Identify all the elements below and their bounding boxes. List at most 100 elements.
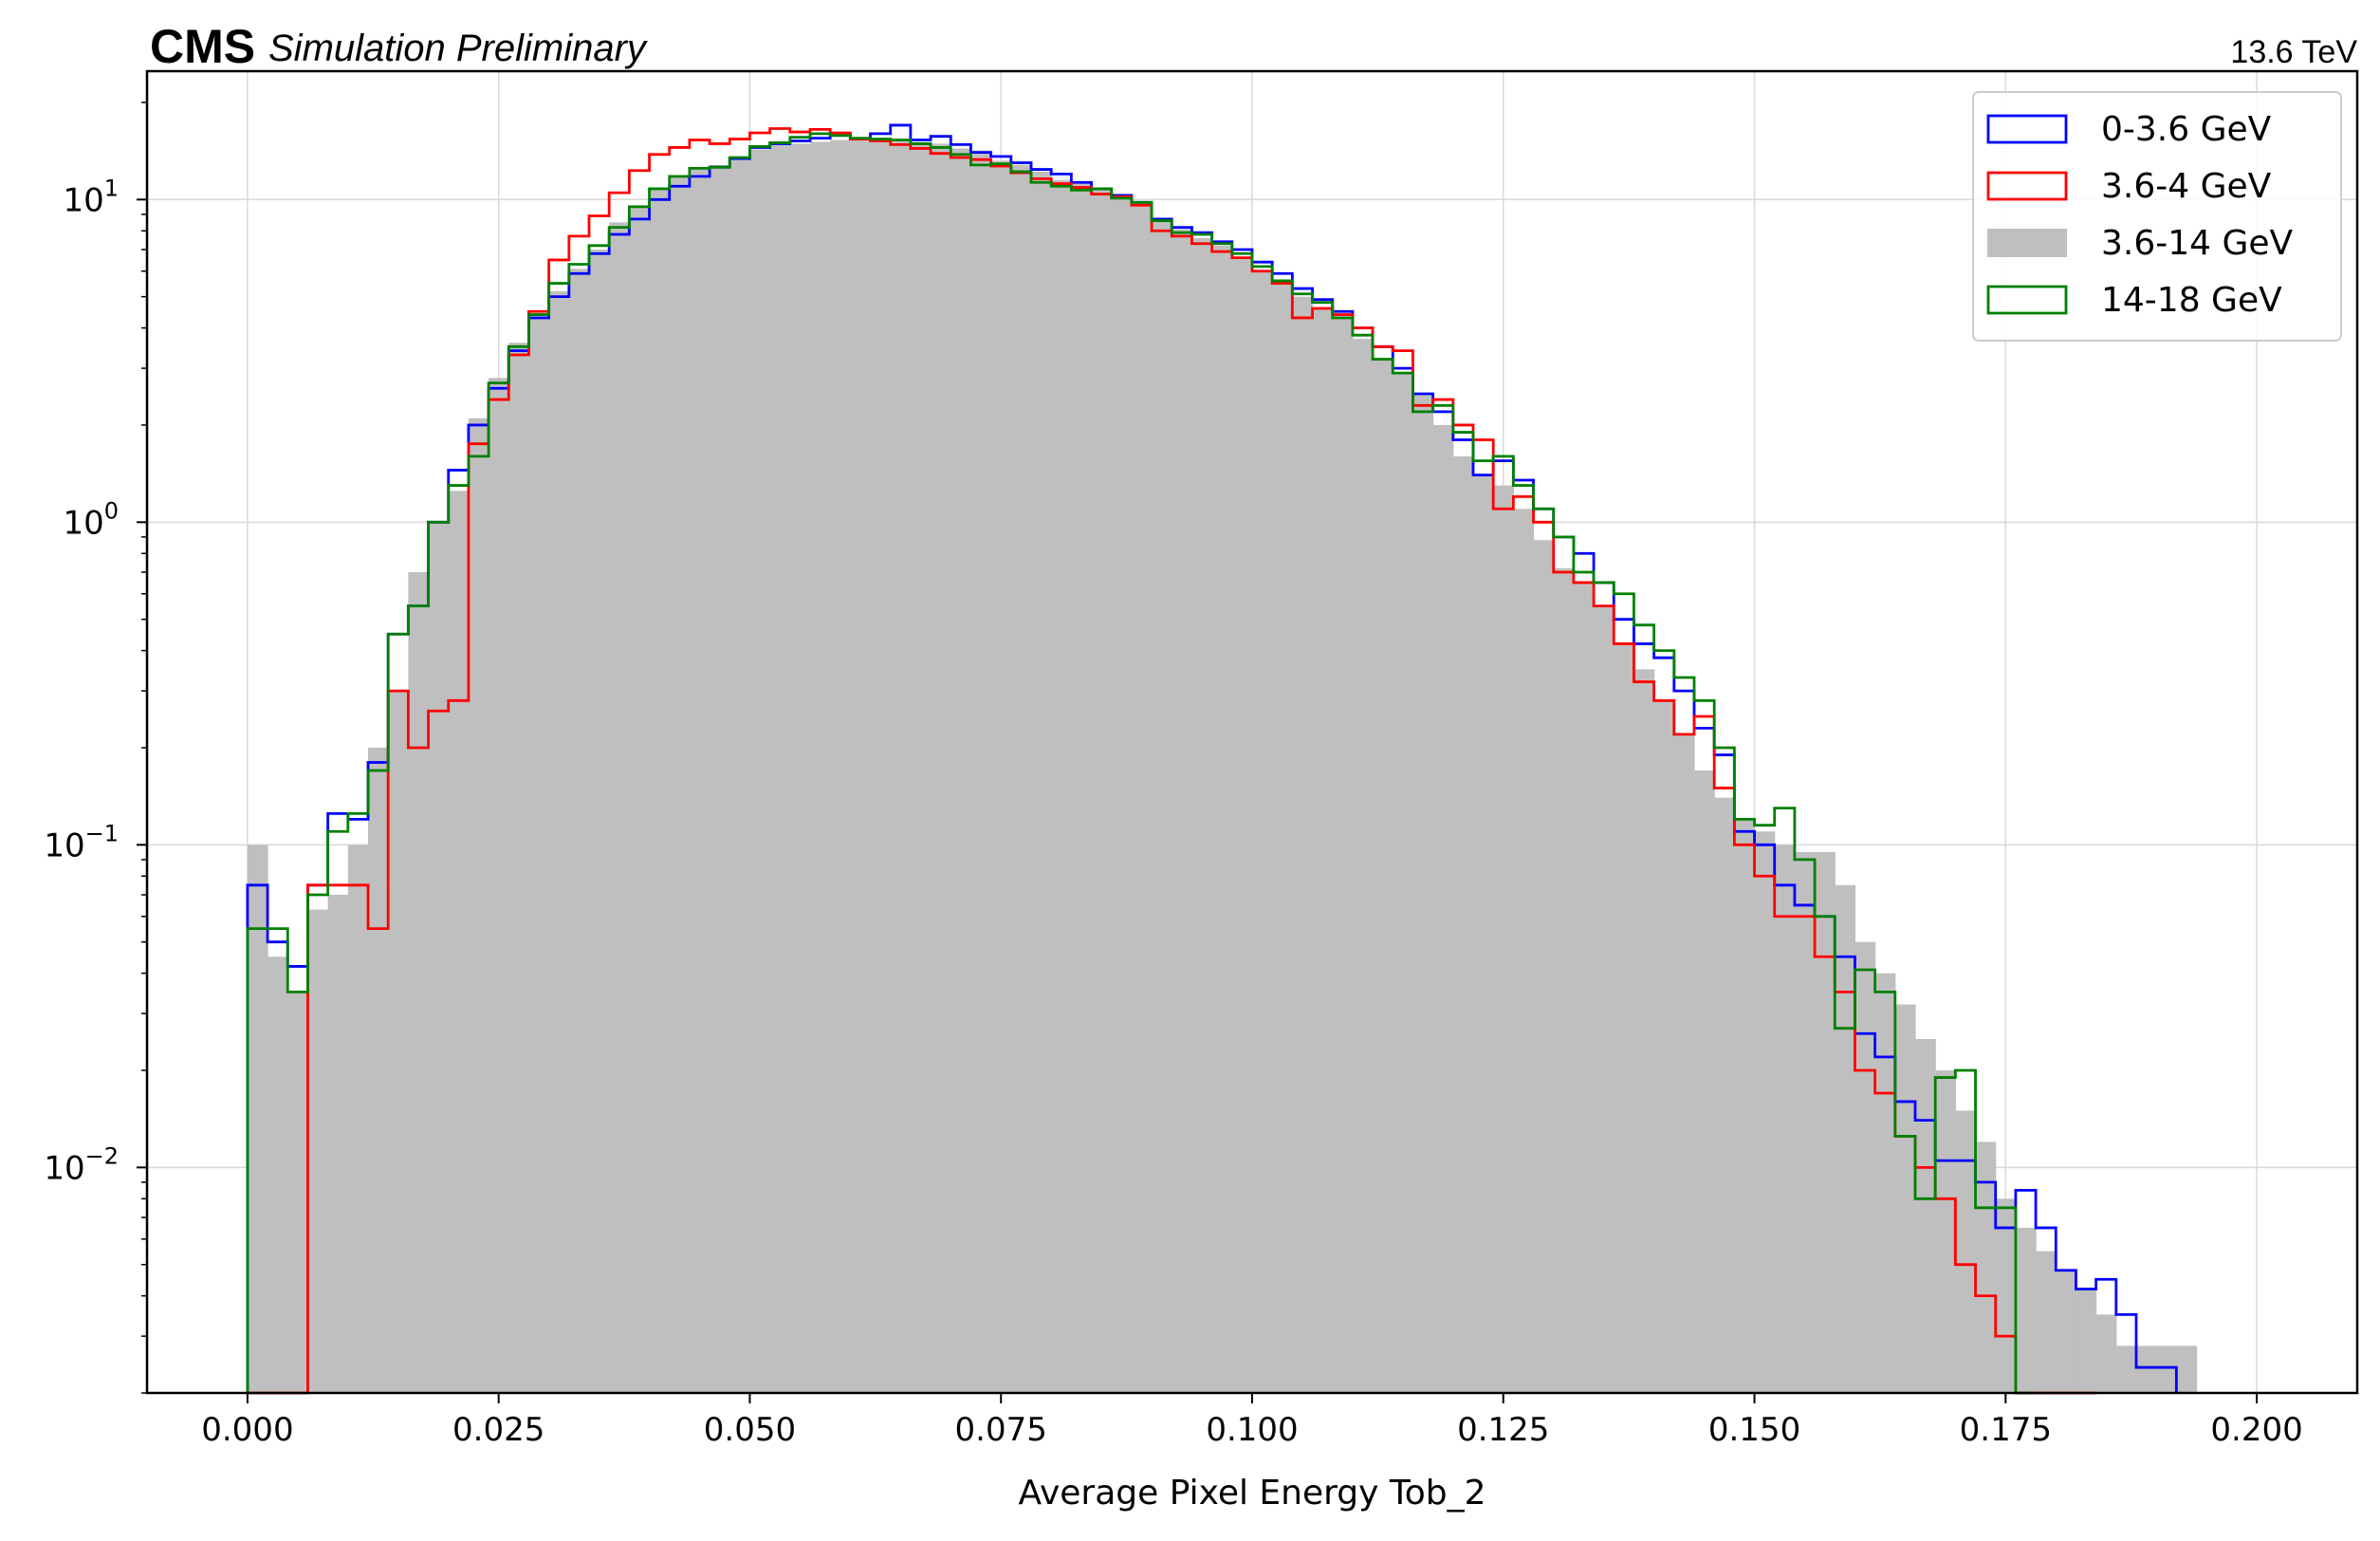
histogram-bar <box>247 845 268 1393</box>
histogram-bar <box>1373 359 1393 1394</box>
legend-label: 3.6-4 GeV <box>2101 167 2272 206</box>
histogram-bar <box>689 168 710 1394</box>
histogram-bar <box>388 691 409 1393</box>
legend: 0-3.6 GeV 3.6-4 GeV 3.6-14 GeV 14-18 GeV <box>1972 91 2342 342</box>
histogram-bar <box>2136 1346 2157 1393</box>
histogram-bar <box>1633 669 1655 1393</box>
histogram-bar <box>1272 280 1293 1393</box>
histogram-bar <box>548 290 570 1393</box>
histogram-bar <box>1010 164 1032 1393</box>
y-tick-label: 10−2 <box>44 1142 119 1187</box>
histogram-bar <box>1894 1004 1916 1393</box>
histogram-bar <box>1774 845 1796 1393</box>
x-tick-label: 0.100 <box>1206 1411 1298 1449</box>
histogram-bar <box>649 190 671 1393</box>
x-tick-label: 0.175 <box>1960 1411 2052 1449</box>
x-tick-label: 0.000 <box>201 1411 293 1449</box>
step-histogram-layer <box>246 123 2178 1395</box>
histogram-bar <box>2056 1270 2077 1393</box>
filled-histogram-layer <box>247 139 2198 1394</box>
histogram-bar <box>1553 567 1575 1393</box>
legend-item: 14-18 GeV <box>1986 281 2282 320</box>
x-tick-label: 0.050 <box>704 1411 796 1449</box>
legend-label: 0-3.6 GeV <box>2101 110 2272 149</box>
histogram-bar <box>990 160 1012 1394</box>
histogram-bar <box>1935 1069 1956 1393</box>
histogram-bar <box>1152 220 1172 1394</box>
histogram-bar <box>1533 540 1555 1393</box>
x-tick-label: 0.200 <box>2210 1411 2302 1449</box>
histogram-bar <box>1312 307 1334 1394</box>
simulation-preliminary-label: Simulation Preliminary <box>268 28 649 69</box>
histogram-bar <box>1653 700 1675 1393</box>
histogram-bar <box>1393 373 1414 1393</box>
histogram-bar <box>1292 296 1314 1393</box>
tick-layer: 0.000 0.025 0.050 0.075 0.100 0.125 0.150 0.175… <box>44 102 2303 1449</box>
histogram-bar <box>1975 1142 1997 1393</box>
histogram-bar <box>428 522 450 1393</box>
histogram-bar <box>1734 819 1756 1393</box>
histogram-bar <box>1332 317 1354 1393</box>
histogram-bar <box>2176 1346 2198 1393</box>
histogram-bar <box>609 222 630 1393</box>
histogram-bar <box>287 992 309 1393</box>
histogram-bar <box>910 142 932 1394</box>
histogram-bar <box>1191 237 1213 1394</box>
histogram-bar <box>1473 474 1494 1393</box>
histogram-bar <box>327 894 349 1393</box>
histogram-bar <box>268 956 288 1393</box>
histogram-bar <box>1051 179 1072 1393</box>
histogram-bar <box>830 139 851 1393</box>
histogram-bar <box>1071 183 1093 1393</box>
histogram-bar <box>1874 973 1896 1393</box>
x-axis-title: Average Pixel Energy Tob_2 <box>1018 1474 1485 1513</box>
histogram-bar <box>1252 270 1273 1393</box>
series-14-18-gev-step-line <box>246 132 2037 1395</box>
histogram-bar <box>589 249 610 1393</box>
legend-item: 3.6-4 GeV <box>1986 167 2272 206</box>
histogram-bar <box>1854 941 1876 1393</box>
histogram-bar <box>489 378 509 1394</box>
histogram-bar <box>710 164 730 1393</box>
histogram-bar <box>1915 1039 1936 1393</box>
histogram-bar <box>1955 1110 1977 1393</box>
histogram-bar <box>448 491 470 1393</box>
histogram-bar <box>1573 582 1595 1393</box>
legend-item: 0-3.6 GeV <box>1986 110 2272 149</box>
legend-swatch <box>1987 229 2067 257</box>
histogram-bar <box>1452 455 1474 1393</box>
histogram-bar <box>1754 831 1776 1393</box>
histogram-bar <box>1493 485 1514 1393</box>
histogram-bar <box>1594 605 1614 1393</box>
histogram-bar <box>1352 339 1374 1393</box>
histogram-bar <box>1211 245 1233 1393</box>
histogram-bar <box>1835 884 1856 1393</box>
histogram-bar <box>1614 643 1635 1393</box>
y-tick-label: 100 <box>63 497 119 542</box>
histogram-bar <box>1131 206 1153 1393</box>
histogram-bar <box>368 747 389 1393</box>
histogram-bar <box>1995 1198 2017 1393</box>
histogram-bar <box>408 571 430 1393</box>
histogram-bar <box>1714 797 1735 1393</box>
histogram-bar <box>629 205 651 1393</box>
histogram-bar <box>1794 851 1816 1393</box>
legend-label: 3.6-14 GeV <box>2101 224 2294 263</box>
x-tick-label: 0.025 <box>452 1411 544 1449</box>
histogram-bar <box>2036 1251 2057 1393</box>
histogram-bar <box>769 144 791 1393</box>
legend-item: 3.6-14 GeV <box>1987 224 2294 263</box>
histogram-bar <box>1673 733 1695 1393</box>
histogram-bar <box>1412 394 1434 1394</box>
histogram-bar <box>1111 196 1133 1393</box>
x-tick-label: 0.075 <box>955 1411 1047 1449</box>
legend-swatch <box>1986 114 2068 144</box>
histogram-bar <box>749 149 771 1394</box>
histogram-bar <box>2156 1346 2177 1393</box>
energy-label: 13.6 TeV <box>2230 34 2357 70</box>
histogram-bar <box>850 139 872 1393</box>
histogram-bar <box>528 317 550 1393</box>
y-tick-label: 101 <box>63 175 119 219</box>
